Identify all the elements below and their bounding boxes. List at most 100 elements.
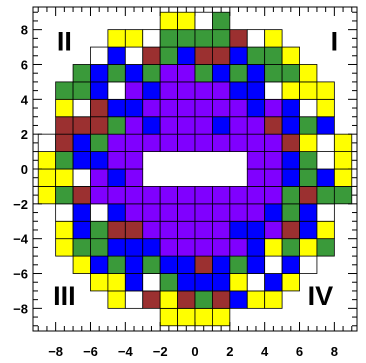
detector-cell	[107, 116, 126, 135]
detector-cell	[177, 29, 196, 48]
detector-cell	[90, 46, 109, 65]
detector-cell	[281, 168, 300, 187]
detector-cell	[194, 29, 213, 48]
detector-cell	[142, 220, 161, 240]
detector-cell	[299, 64, 318, 83]
x-tick-label: 2	[226, 344, 233, 359]
detector-cell	[281, 46, 300, 65]
x-tick-label: −8	[48, 344, 63, 359]
detector-cell	[124, 203, 144, 222]
detector-cell	[177, 220, 196, 240]
detector-cell	[194, 255, 213, 274]
detector-cell	[229, 81, 248, 100]
detector-cell	[264, 238, 283, 257]
detector-cell	[229, 290, 248, 309]
detector-cell	[229, 238, 248, 257]
detector-cell	[246, 255, 266, 274]
detector-cell	[90, 273, 109, 292]
detector-cell	[90, 81, 109, 100]
detector-cell	[55, 238, 74, 257]
detector-cell	[229, 255, 248, 274]
detector-cell	[264, 64, 283, 83]
detector-cell	[124, 98, 144, 118]
detector-cell	[72, 64, 91, 83]
detector-cell	[281, 116, 300, 135]
detector-cell	[229, 29, 248, 48]
detector-cell	[90, 186, 109, 205]
detector-cell	[316, 133, 335, 152]
x-tick-label: 4	[261, 344, 269, 359]
detector-cell	[212, 64, 231, 83]
detector-cell	[316, 220, 335, 240]
detector-cell	[90, 98, 109, 118]
detector-cell	[246, 168, 266, 187]
detector-cell	[124, 255, 144, 274]
detector-cell	[142, 255, 161, 274]
detector-cell	[55, 81, 74, 100]
detector-cell	[142, 98, 161, 118]
detector-cell	[229, 186, 248, 205]
y-tick-label: −6	[13, 267, 28, 282]
detector-cell	[316, 203, 335, 222]
detector-cell	[177, 64, 196, 83]
detector-cell	[177, 203, 196, 222]
detector-cell	[107, 29, 126, 48]
detector-cell	[264, 46, 283, 65]
x-tick-label: −4	[118, 344, 134, 359]
detector-cell	[194, 98, 213, 118]
detector-cell	[177, 290, 196, 309]
detector-cell	[194, 186, 213, 205]
detector-cell	[142, 81, 161, 100]
detector-cell	[246, 273, 266, 292]
detector-cell	[212, 273, 231, 292]
detector-cell	[299, 133, 318, 152]
detector-cell	[281, 133, 300, 152]
detector-cell	[246, 238, 266, 257]
detector-cell	[264, 116, 283, 135]
detector-cell	[212, 133, 231, 152]
detector-cell	[229, 46, 248, 65]
detector-cell	[264, 151, 283, 170]
detector-cell	[142, 290, 161, 309]
detector-cell	[124, 186, 144, 205]
detector-cell	[212, 11, 231, 31]
detector-cell	[316, 186, 335, 205]
detector-cell	[159, 64, 178, 83]
detector-cell	[90, 203, 109, 222]
detector-cell	[124, 29, 144, 48]
y-tick-label: 4	[21, 92, 29, 107]
x-tick-label: 8	[331, 344, 338, 359]
detector-cell	[72, 133, 91, 152]
detector-cell	[246, 64, 266, 83]
detector-cell	[212, 98, 231, 118]
detector-cell	[72, 98, 91, 118]
x-tick-label: −6	[83, 344, 98, 359]
detector-cell	[264, 203, 283, 222]
detector-cell	[107, 238, 126, 257]
detector-cell	[316, 168, 335, 187]
detector-cell	[299, 168, 318, 187]
detector-cell	[72, 116, 91, 135]
detector-cell	[333, 151, 353, 170]
y-tick-label: 0	[21, 162, 28, 177]
detector-cell	[107, 273, 126, 292]
detector-cell	[264, 255, 283, 274]
detector-cell	[194, 238, 213, 257]
detector-cell	[177, 307, 196, 327]
detector-cell	[177, 116, 196, 135]
detector-cell	[316, 98, 335, 118]
detector-cell	[212, 203, 231, 222]
detector-cell	[246, 151, 266, 170]
detector-cell	[264, 290, 283, 309]
detector-cell	[159, 11, 178, 31]
detector-cell	[281, 220, 300, 240]
detector-cell	[177, 46, 196, 65]
detector-cell	[72, 238, 91, 257]
detector-cell	[159, 133, 178, 152]
detector-cell	[142, 29, 161, 48]
detector-cell	[212, 220, 231, 240]
detector-cell	[299, 255, 318, 274]
detector-cell	[55, 220, 74, 240]
detector-cell	[177, 11, 196, 31]
